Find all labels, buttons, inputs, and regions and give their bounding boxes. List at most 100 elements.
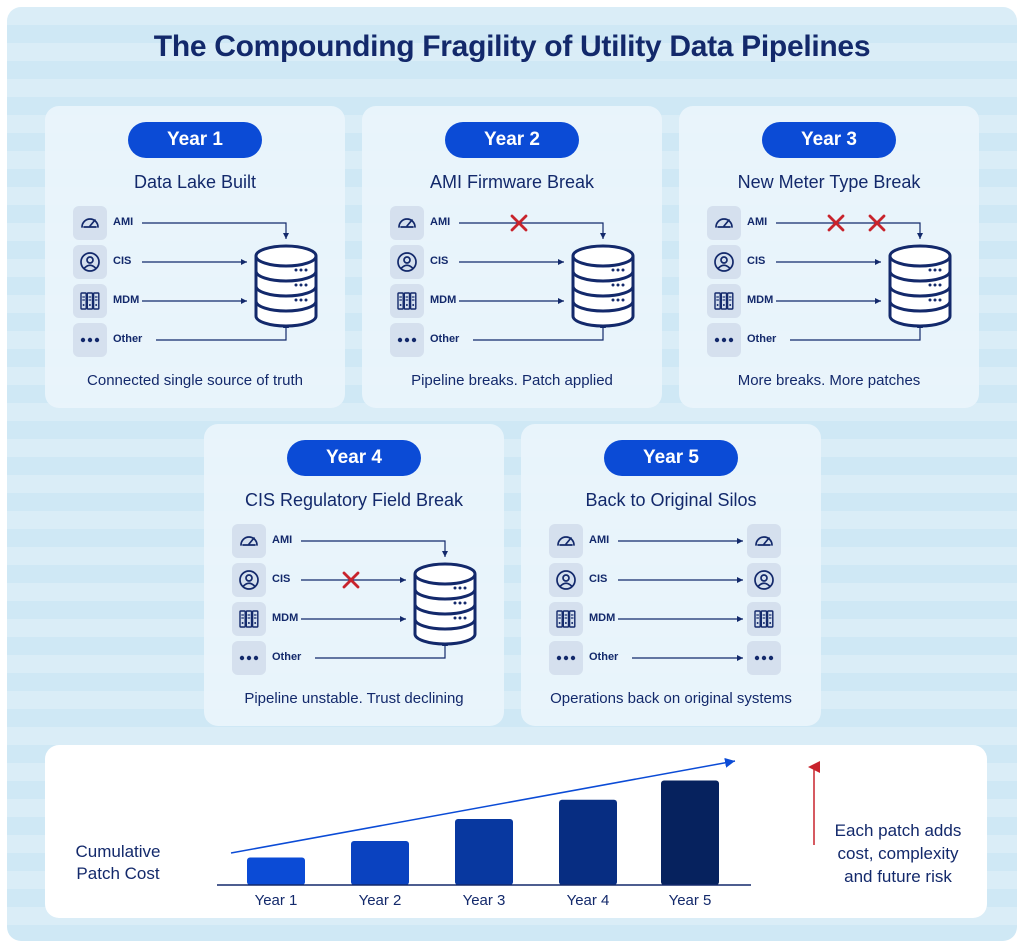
pipeline-diagram	[776, 214, 952, 341]
card-year-1: Year 1 Data Lake Built AMI CIS MDM Other Conne…	[45, 106, 345, 408]
card-title: Data Lake Built	[133, 172, 257, 192]
break-x-icon	[342, 571, 360, 589]
x-tick-label: Year 3	[463, 892, 506, 909]
bar-chart-svg: Year 1 Year 2 Year 3 Year 4 Year 5	[217, 757, 820, 909]
flow-arrow	[301, 540, 448, 557]
source-label: Other	[430, 333, 460, 345]
card-caption: Operations back on original systems	[550, 690, 792, 707]
source-label: CIS	[113, 255, 132, 267]
dots-icon	[707, 323, 741, 357]
pipeline-diagram	[618, 538, 743, 661]
source-label: AMI	[113, 216, 134, 228]
bar	[247, 857, 305, 885]
database-icon	[413, 562, 477, 646]
dots-icon	[73, 323, 107, 357]
card-year-5: Year 5 Back to Original Silos AMI CIS MDM Oth…	[521, 424, 821, 726]
card-title: CIS Regulatory Field Break	[244, 490, 464, 510]
source-label: Other	[272, 651, 302, 663]
x-tick-label: Year 4	[567, 892, 610, 909]
year-pill: Year 4	[287, 440, 421, 476]
card-caption: Pipeline breaks. Patch applied	[411, 372, 613, 389]
server-icon	[232, 602, 266, 636]
server-icon	[549, 602, 583, 636]
flow-arrow	[142, 222, 289, 239]
database-icon	[254, 244, 318, 328]
server-icon	[707, 284, 741, 318]
break-x-icon	[868, 214, 886, 232]
card-year-4: Year 4 CIS Regulatory Field Break AMI CIS MD…	[204, 424, 504, 726]
year-pill: Year 1	[128, 122, 262, 158]
database-icon	[888, 244, 952, 328]
server-icon	[73, 284, 107, 318]
break-x-icon	[827, 214, 845, 232]
dots-icon	[232, 641, 266, 675]
chart-note: Each patch adds cost, complexity and fut…	[813, 819, 983, 888]
flow-arrow	[790, 322, 923, 341]
flow-arrow	[315, 640, 448, 659]
year-pill: Year 2	[445, 122, 579, 158]
gauge-icon	[707, 206, 741, 240]
x-tick-label: Year 5	[669, 892, 712, 909]
source-label: CIS	[272, 573, 291, 585]
card-caption: Connected single source of truth	[87, 372, 303, 389]
source-label: CIS	[747, 255, 766, 267]
source-label: AMI	[747, 216, 768, 228]
source-label: MDM	[272, 612, 299, 624]
trend-arrow	[230, 757, 736, 854]
gauge-icon	[232, 524, 266, 558]
user-icon	[707, 245, 741, 279]
gauge-icon	[747, 524, 781, 558]
gauge-icon	[73, 206, 107, 240]
flow-arrow	[776, 222, 923, 239]
server-icon	[390, 284, 424, 318]
flow-arrow	[156, 322, 289, 341]
break-x-icon	[510, 214, 528, 232]
pipeline-diagram	[459, 214, 635, 341]
chart-note-line: Each patch adds	[834, 821, 962, 840]
dots-icon	[747, 641, 781, 675]
card-title: New Meter Type Break	[737, 172, 921, 192]
dots-icon	[549, 641, 583, 675]
chart-note-line: and future risk	[844, 867, 952, 886]
source-label: MDM	[747, 294, 774, 306]
flow-arrow	[459, 222, 606, 239]
card-caption: More breaks. More patches	[737, 372, 921, 389]
chart-note-line: cost, complexity	[837, 844, 959, 863]
server-icon	[747, 602, 781, 636]
source-label: MDM	[430, 294, 457, 306]
card-year-3: Year 3 New Meter Type Break AMI CIS MDM Other…	[679, 106, 979, 408]
bar	[455, 819, 513, 885]
source-label: MDM	[589, 612, 616, 624]
bar	[559, 799, 617, 885]
card-year-2: Year 2 AMI Firmware Break AMI CIS MDM Other Pi…	[362, 106, 662, 408]
source-label: AMI	[430, 216, 451, 228]
card-title: Back to Original Silos	[585, 490, 757, 510]
pipeline-diagram	[301, 540, 477, 659]
source-label: CIS	[589, 573, 608, 585]
source-label: CIS	[430, 255, 449, 267]
user-icon	[232, 563, 266, 597]
user-icon	[73, 245, 107, 279]
card-title: AMI Firmware Break	[429, 172, 595, 192]
source-label: Other	[113, 333, 143, 345]
flow-arrow	[473, 322, 606, 341]
user-icon	[747, 563, 781, 597]
gauge-icon	[390, 206, 424, 240]
gauge-icon	[549, 524, 583, 558]
source-label: AMI	[272, 534, 293, 546]
page-title: The Compounding Fragility of Utility Dat…	[153, 30, 871, 63]
x-tick-label: Year 2	[359, 892, 402, 909]
dots-icon	[390, 323, 424, 357]
database-icon	[571, 244, 635, 328]
chart-ylabel: Cumulative Patch Cost	[75, 842, 161, 883]
patch-cost-chart: Cumulative Patch Cost Year 1 Year 2 Year 3…	[45, 745, 987, 918]
pipeline-diagram	[142, 222, 318, 341]
source-label: Other	[589, 651, 619, 663]
source-label: Other	[747, 333, 777, 345]
bar	[351, 841, 409, 885]
source-label: AMI	[589, 534, 610, 546]
x-tick-label: Year 1	[255, 892, 298, 909]
user-icon	[549, 563, 583, 597]
year-pill: Year 3	[762, 122, 896, 158]
card-caption: Pipeline unstable. Trust declining	[244, 690, 464, 707]
